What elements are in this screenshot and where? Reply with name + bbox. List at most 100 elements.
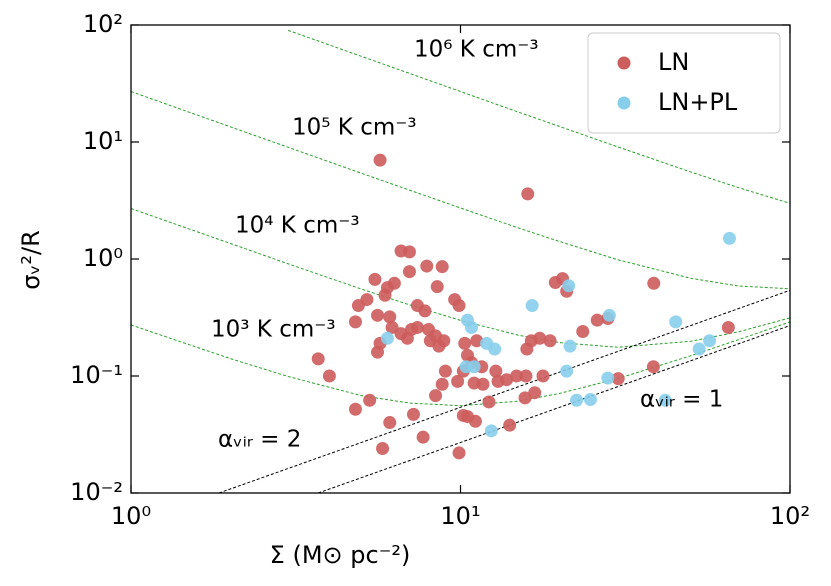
data-point bbox=[470, 334, 484, 348]
data-point bbox=[491, 374, 505, 388]
data-point bbox=[519, 369, 533, 383]
data-point bbox=[488, 342, 502, 356]
y-tick-label: 10² bbox=[83, 10, 123, 38]
x-tick-label: 10² bbox=[770, 502, 810, 530]
data-point bbox=[647, 276, 661, 290]
data-point bbox=[371, 308, 385, 322]
data-point bbox=[722, 231, 736, 245]
data-point bbox=[410, 320, 424, 334]
data-point bbox=[703, 334, 717, 348]
legend-label: LN+PL bbox=[658, 88, 738, 116]
data-point bbox=[383, 416, 397, 430]
data-point bbox=[363, 393, 377, 407]
reference-curve bbox=[131, 91, 790, 290]
x-tick-label: 10⁰ bbox=[111, 502, 151, 530]
data-point bbox=[459, 360, 473, 374]
data-point bbox=[484, 424, 498, 438]
data-point bbox=[387, 276, 401, 290]
data-point bbox=[583, 392, 597, 406]
legend-marker bbox=[617, 96, 631, 110]
data-point bbox=[521, 187, 535, 201]
data-point bbox=[376, 442, 390, 456]
data-point bbox=[438, 364, 452, 378]
data-point bbox=[468, 414, 482, 428]
data-point bbox=[383, 310, 397, 324]
data-point bbox=[311, 352, 325, 366]
data-point bbox=[451, 374, 465, 388]
data-point bbox=[560, 364, 574, 378]
data-point bbox=[371, 345, 385, 359]
data-point bbox=[518, 391, 532, 405]
annotation: 10³ K cm⁻³ bbox=[211, 317, 336, 343]
data-point bbox=[570, 393, 584, 407]
y-tick-label: 10⁻¹ bbox=[70, 361, 123, 389]
data-point bbox=[432, 339, 446, 353]
data-point bbox=[489, 364, 503, 378]
legend-marker bbox=[617, 56, 631, 70]
x-axis-label: Σ (M⊙ pc⁻²) bbox=[270, 541, 411, 569]
data-point bbox=[590, 313, 604, 327]
data-point bbox=[458, 336, 472, 350]
data-point bbox=[452, 446, 466, 460]
point-layer bbox=[311, 153, 736, 460]
data-point bbox=[435, 260, 449, 274]
data-point bbox=[533, 331, 547, 345]
data-point bbox=[669, 315, 683, 329]
data-point bbox=[562, 279, 576, 293]
data-point bbox=[420, 259, 434, 273]
data-point bbox=[429, 389, 443, 403]
data-point bbox=[503, 418, 517, 432]
data-point bbox=[465, 320, 479, 334]
data-point bbox=[406, 407, 420, 421]
data-point bbox=[611, 372, 625, 386]
data-point bbox=[380, 331, 394, 345]
y-axis-label: σᵥ²/R bbox=[17, 230, 45, 290]
y-tick-label: 10¹ bbox=[83, 127, 123, 155]
data-point bbox=[692, 342, 706, 356]
reference-curve bbox=[288, 29, 790, 204]
reference-curve bbox=[318, 325, 790, 493]
data-point bbox=[416, 430, 430, 444]
reference-curve bbox=[218, 289, 790, 493]
data-point bbox=[368, 272, 382, 286]
data-point bbox=[418, 304, 432, 318]
data-point bbox=[373, 153, 387, 167]
data-point bbox=[601, 371, 615, 385]
data-point bbox=[348, 315, 362, 329]
data-point bbox=[476, 377, 490, 391]
data-point bbox=[548, 275, 562, 289]
data-point bbox=[576, 325, 590, 339]
data-point bbox=[402, 265, 416, 279]
annotation: αᵥᵢᵣ = 2 bbox=[218, 427, 301, 453]
annotation: 10⁴ K cm⁻³ bbox=[235, 213, 360, 239]
data-point bbox=[400, 331, 414, 345]
data-point bbox=[430, 280, 444, 294]
y-tick-label: 10⁻² bbox=[70, 478, 123, 506]
data-point bbox=[322, 369, 336, 383]
y-tick-label: 10⁰ bbox=[83, 244, 123, 272]
data-point bbox=[520, 342, 534, 356]
annotation: αᵥᵢᵣ = 1 bbox=[640, 387, 723, 413]
data-point bbox=[646, 360, 660, 374]
reference-curve bbox=[131, 208, 790, 348]
data-point bbox=[435, 377, 449, 391]
data-point bbox=[563, 339, 577, 353]
data-point bbox=[402, 245, 416, 259]
data-point bbox=[482, 395, 496, 409]
data-point bbox=[658, 393, 672, 407]
data-point bbox=[602, 308, 616, 322]
data-point bbox=[510, 369, 524, 383]
data-point bbox=[525, 299, 539, 313]
data-point bbox=[528, 386, 542, 400]
data-point bbox=[721, 320, 735, 334]
x-tick-label: 10¹ bbox=[440, 502, 480, 530]
legend-box bbox=[587, 32, 781, 134]
annotation: 10⁶ K cm⁻³ bbox=[414, 37, 539, 63]
legend-label: LN bbox=[658, 48, 689, 76]
data-point bbox=[543, 334, 557, 348]
data-point bbox=[452, 299, 466, 313]
data-point bbox=[348, 402, 362, 416]
data-point bbox=[536, 369, 550, 383]
annotation: 10⁵ K cm⁻³ bbox=[292, 115, 417, 141]
